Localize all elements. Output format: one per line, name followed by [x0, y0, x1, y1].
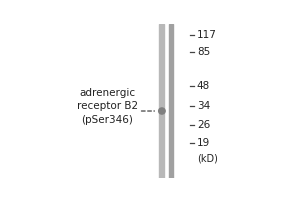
Text: adrenergic: adrenergic [79, 88, 135, 98]
Ellipse shape [159, 108, 165, 114]
Bar [159, 24, 164, 178]
Text: 117: 117 [197, 30, 217, 40]
Text: 34: 34 [197, 101, 210, 111]
Text: (pSer346): (pSer346) [81, 115, 133, 125]
Text: 85: 85 [197, 47, 210, 57]
Text: 26: 26 [197, 120, 210, 130]
Text: (kD): (kD) [197, 154, 218, 164]
Text: receptor B2: receptor B2 [77, 101, 138, 111]
Text: 48: 48 [197, 81, 210, 91]
Text: 19: 19 [197, 138, 210, 148]
Bar [169, 24, 173, 178]
